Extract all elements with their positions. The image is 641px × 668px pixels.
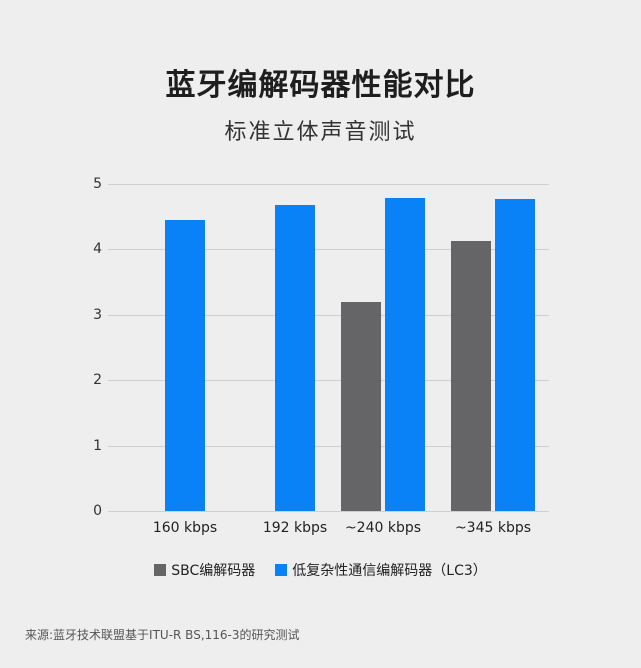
gridline: [108, 249, 549, 250]
bar-lc3-0: [165, 219, 205, 511]
legend-label-lc3: 低复杂性通信编解码器（LC3）: [292, 563, 487, 579]
gridline: [108, 380, 549, 381]
bar-lc3-2: [385, 197, 425, 511]
legend-item-sbc: SBC编解码器: [154, 560, 255, 580]
bar-sbc-3: [451, 240, 491, 511]
sbc-swatch-icon: [154, 564, 167, 576]
legend: SBC编解码器 低复杂性通信编解码器（LC3）: [0, 560, 641, 580]
y-tick-4: 4: [93, 241, 102, 257]
y-tick-1: 1: [93, 438, 102, 454]
x-tick-192: 192 kbps: [262, 520, 328, 536]
source-note: 来源:蓝牙技术联盟基于ITU-R BS,116-3的研究测试: [25, 628, 300, 642]
gridline: [108, 315, 549, 316]
gridline: [108, 184, 549, 185]
legend-label-sbc: SBC编解码器: [171, 563, 256, 579]
bar-lc3-1: [275, 204, 315, 511]
y-tick-5: 5: [93, 176, 102, 192]
gridline: [108, 511, 549, 512]
x-tick-345: ~345 kbps: [454, 520, 532, 536]
legend-item-lc3: 低复杂性通信编解码器（LC3）: [275, 560, 487, 580]
chart-title: 蓝牙编解码器性能对比: [165, 68, 476, 103]
y-tick-2: 2: [93, 372, 102, 388]
y-tick-3: 3: [93, 307, 102, 323]
bar-sbc-2: [341, 301, 381, 511]
x-tick-240: ~240 kbps: [344, 520, 422, 536]
gridline: [108, 446, 549, 447]
bar-lc3-3: [495, 199, 535, 511]
x-tick-160: 160 kbps: [152, 520, 218, 536]
lc3-swatch-icon: [275, 564, 288, 576]
y-tick-0: 0: [93, 503, 102, 519]
chart-subtitle: 标准立体声音测试: [224, 120, 417, 145]
